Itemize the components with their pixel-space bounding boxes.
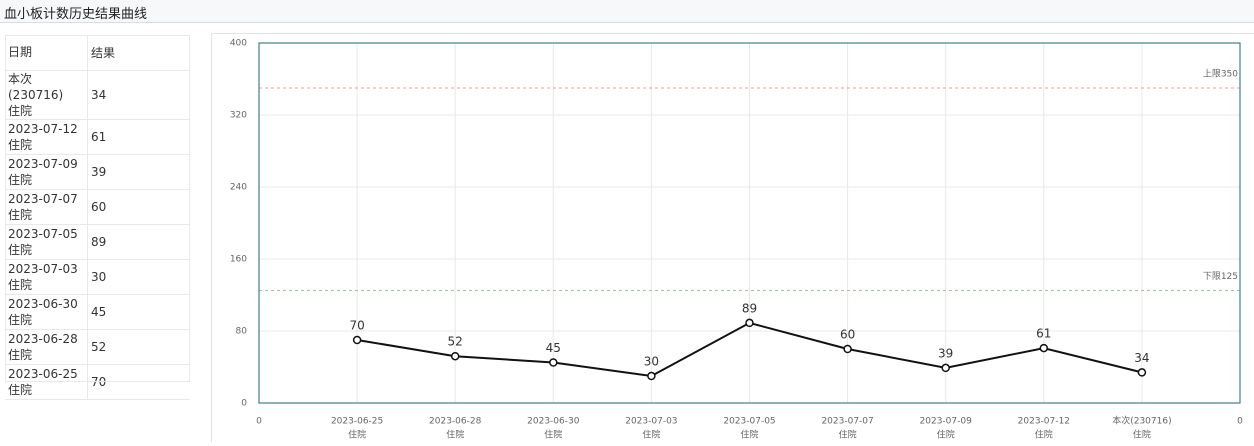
x-tick-label: 住院 <box>740 429 758 441</box>
data-label: 70 <box>349 319 364 333</box>
data-label: 45 <box>546 341 561 355</box>
x-tick-label: 住院 <box>1035 429 1053 441</box>
header-cell: 日期 <box>5 35 88 71</box>
date-line: 住院 <box>8 382 33 397</box>
date-cell: 2023-07-12 住院 <box>5 119 88 155</box>
plot-border <box>258 42 1241 404</box>
data-point <box>1137 368 1147 377</box>
date-cell: 2023-07-07 住院 <box>5 189 88 225</box>
value-cell: 39 <box>87 154 190 190</box>
table-row: 本次(230716) 住院 34 <box>5 70 190 120</box>
date-cell: 2023-07-05 住院 <box>5 224 88 260</box>
data-point <box>549 358 558 367</box>
value-cell: 60 <box>87 189 190 225</box>
value-cell: 34 <box>87 70 190 120</box>
value-cell: 89 <box>87 224 190 260</box>
date-line: 住院 <box>8 347 33 362</box>
table-row: 2023-06-30 住院 45 <box>5 294 190 330</box>
date-line: 2023-06-28 <box>8 331 78 346</box>
data-point <box>745 318 754 328</box>
value-cell: 52 <box>87 329 190 365</box>
x-edge-label: 0 <box>1237 417 1243 427</box>
y-tick-label: 240 <box>230 183 247 193</box>
date-line: 住院 <box>8 312 33 327</box>
x-tick-label: 住院 <box>1133 429 1151 441</box>
x-tick-label: 2023-06-30 <box>527 417 580 427</box>
x-tick-label: 住院 <box>642 429 660 441</box>
y-tick-label: 0 <box>241 399 247 409</box>
date-cell: 2023-07-03 住院 <box>5 259 88 295</box>
x-tick-label: 2023-06-28 <box>429 417 482 427</box>
data-label: 30 <box>644 355 659 369</box>
data-point <box>843 344 852 354</box>
header-row: 日期 结果 <box>5 35 190 71</box>
data-point <box>352 335 362 345</box>
value-cell: 30 <box>87 259 190 295</box>
x-tick-label: 本次(230716) <box>1112 415 1171 427</box>
table-row: 2023-07-12 住院 61 <box>5 119 190 155</box>
data-label: 39 <box>938 346 953 360</box>
x-tick-label: 2023-06-25 <box>331 417 383 427</box>
page-title: 血小板计数历史结果曲线 <box>4 7 148 22</box>
data-label: 52 <box>448 335 463 349</box>
table-row: 2023-06-28 住院 52 <box>5 329 190 365</box>
reference-label: 上限350 <box>1203 69 1238 80</box>
data-label: 89 <box>742 301 757 315</box>
date-cell: 本次(230716) 住院 <box>5 70 88 120</box>
table-row: 2023-07-07 住院 60 <box>5 189 190 225</box>
x-tick-label: 住院 <box>446 429 464 441</box>
table-row: 2023-07-03 住院 30 <box>5 259 190 295</box>
x-tick-label: 2023-07-07 <box>821 417 873 427</box>
x-tick-label: 2023-07-05 <box>723 417 775 427</box>
y-tick-label: 400 <box>230 39 247 49</box>
date-cell: 2023-06-30 住院 <box>5 294 88 330</box>
data-point <box>647 371 656 381</box>
table-row: 2023-07-09 住院 39 <box>5 154 190 190</box>
date-line: 2023-06-30 <box>8 296 78 311</box>
data-point <box>1039 343 1049 353</box>
data-point <box>450 351 460 361</box>
y-tick-label: 320 <box>230 111 247 121</box>
value-cell: 45 <box>87 294 190 330</box>
header-cell: 结果 <box>87 35 190 71</box>
x-tick-label: 2023-07-03 <box>625 417 677 427</box>
x-tick-label: 住院 <box>839 429 857 441</box>
date-line: 住院 <box>8 242 33 257</box>
x-tick-label: 住院 <box>937 429 955 441</box>
date-line: 2023-07-05 <box>8 226 78 241</box>
y-tick-label: 160 <box>230 255 247 265</box>
date-line: 住院 <box>8 207 33 222</box>
date-line: 2023-07-12 <box>8 121 78 136</box>
title-bar: 血小板计数历史结果曲线 <box>0 0 1254 23</box>
data-label: 34 <box>1134 351 1149 365</box>
date-line: 2023-07-09 <box>8 156 78 171</box>
x-tick-label: 2023-07-12 <box>1018 417 1070 427</box>
date-line: 住院 <box>8 277 33 292</box>
value-cell: 61 <box>87 119 190 155</box>
data-point <box>941 363 950 373</box>
date-line: 2023-07-07 <box>8 191 78 206</box>
date-line: 2023-07-03 <box>8 261 78 276</box>
x-tick-label: 2023-07-09 <box>920 417 973 427</box>
reference-label: 下限125 <box>1203 271 1238 282</box>
date-cell: 2023-06-28 住院 <box>5 329 88 365</box>
data-label: 61 <box>1036 327 1051 341</box>
date-line: 住院 <box>8 137 33 152</box>
date-line: 2023-06-25 <box>8 366 78 381</box>
date-line: 住院 <box>8 103 33 118</box>
x-tick-label: 住院 <box>348 429 366 441</box>
date-line: 住院 <box>8 172 33 187</box>
table-row: 2023-07-05 住院 89 <box>5 224 190 260</box>
y-tick-label: 80 <box>236 327 248 337</box>
x-tick-label: 住院 <box>544 429 562 441</box>
chart-panel <box>211 33 1254 442</box>
x-edge-label: 0 <box>256 417 262 427</box>
date-line: 本次(230716) <box>8 71 64 102</box>
date-cell: 2023-07-09 住院 <box>5 154 88 190</box>
data-label: 60 <box>840 328 855 342</box>
